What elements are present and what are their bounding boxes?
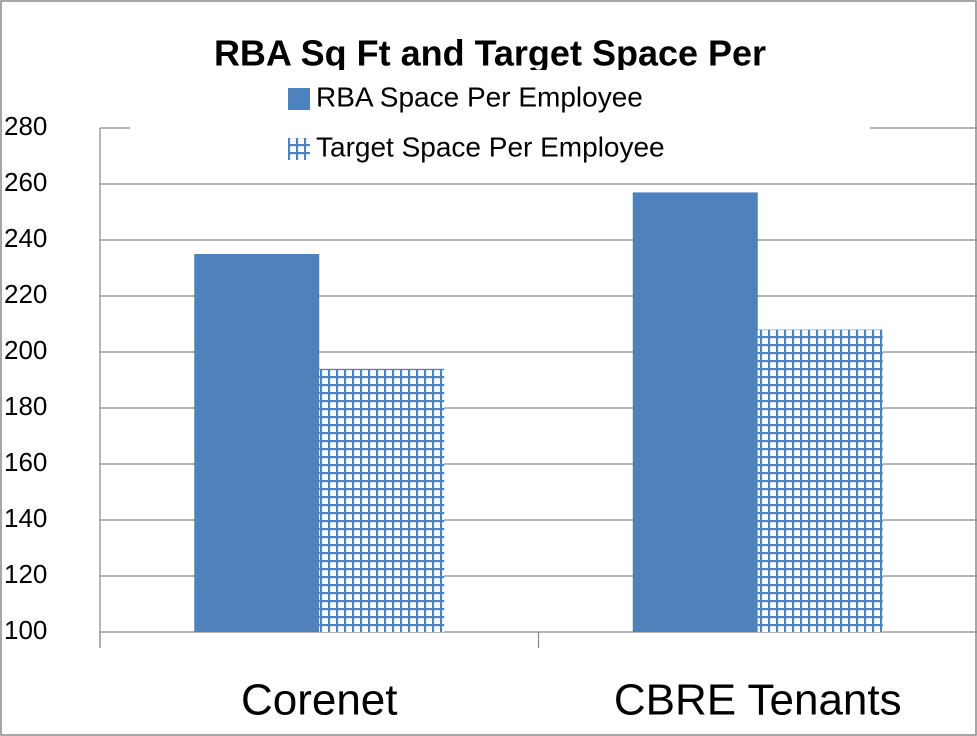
y-tick-label: 120 bbox=[4, 559, 47, 589]
legend-label: RBA Space Per Employee bbox=[316, 81, 643, 112]
x-tick-label: CBRE Tenants bbox=[614, 676, 902, 725]
y-tick-label: 220 bbox=[4, 279, 47, 309]
bar bbox=[194, 254, 320, 632]
y-tick-label: 100 bbox=[4, 615, 47, 645]
legend-swatch bbox=[288, 88, 310, 110]
x-tick-label: Corenet bbox=[241, 676, 398, 725]
y-tick-label: 200 bbox=[4, 335, 47, 365]
legend-swatch bbox=[288, 138, 310, 160]
y-tick-label: 180 bbox=[4, 391, 47, 421]
legend-box bbox=[130, 78, 870, 170]
bar bbox=[319, 368, 445, 632]
y-tick-label: 260 bbox=[4, 167, 47, 197]
y-tick-label: 160 bbox=[4, 447, 47, 477]
legend-label: Target Space Per Employee bbox=[316, 131, 665, 162]
y-tick-label: 240 bbox=[4, 223, 47, 253]
y-tick-label: 140 bbox=[4, 503, 47, 533]
bar bbox=[757, 329, 883, 632]
chart-title: RBA Sq Ft and Target Space Per bbox=[214, 33, 766, 74]
y-tick-label: 280 bbox=[4, 111, 47, 141]
bar bbox=[632, 192, 758, 632]
